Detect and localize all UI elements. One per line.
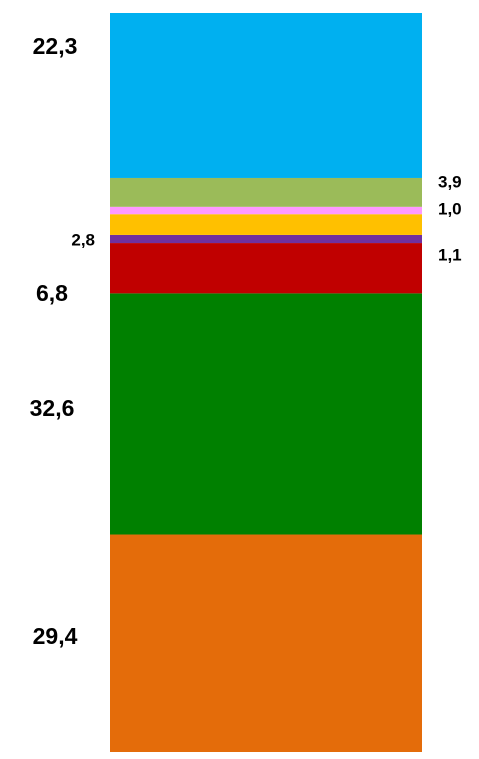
data-label: 22,3 xyxy=(33,33,78,59)
bar-segment xyxy=(110,234,422,244)
data-label: 2,8 xyxy=(71,230,95,249)
data-label: 3,9 xyxy=(438,172,462,191)
bar-segment xyxy=(110,243,422,294)
bar-segment xyxy=(110,214,422,235)
bar-segment xyxy=(110,534,422,752)
bar-segment xyxy=(110,206,422,215)
data-label: 1,1 xyxy=(438,245,462,264)
bar-segment xyxy=(110,293,422,535)
data-label: 1,0 xyxy=(438,199,462,218)
data-label: 6,8 xyxy=(36,280,68,306)
bar-segment xyxy=(110,13,422,178)
bar-segment xyxy=(110,177,422,207)
data-label: 29,4 xyxy=(33,623,78,649)
data-label: 32,6 xyxy=(30,395,75,421)
